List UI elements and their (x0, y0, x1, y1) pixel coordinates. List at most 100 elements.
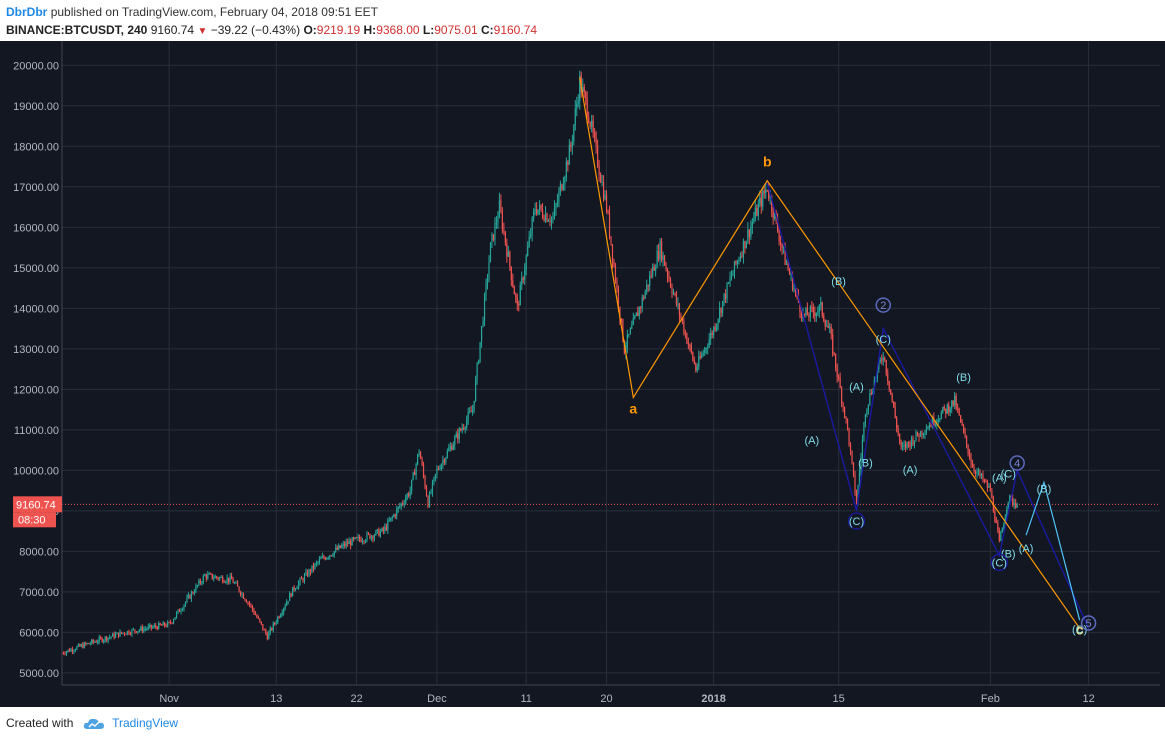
tradingview-link[interactable]: TradingView (112, 716, 179, 730)
candle-body (387, 520, 389, 530)
candle-body (500, 200, 502, 212)
candle-body (724, 293, 727, 299)
candle-body (919, 431, 922, 437)
candle-body (76, 646, 78, 650)
candle-body (891, 393, 893, 402)
symbol-label: BINANCE:BTCUSDT, 240 (6, 23, 148, 37)
wave-label: (C) (876, 334, 891, 346)
candle-body (434, 474, 437, 478)
candle-body (601, 181, 603, 183)
candle-body (442, 460, 444, 465)
candle-body (571, 140, 573, 147)
candle-body (525, 255, 527, 270)
author-name[interactable]: DbrDbr (6, 5, 48, 19)
candle-body (991, 491, 993, 498)
candle-body (68, 649, 71, 652)
candle-body (823, 315, 825, 321)
candle-body (744, 240, 746, 249)
candle-body (735, 261, 737, 264)
wave-label: c (1076, 621, 1084, 637)
candle-body (842, 403, 844, 407)
candle-body (983, 480, 986, 482)
candle-body (378, 529, 380, 537)
candle-body (644, 291, 646, 299)
candle-body (83, 642, 85, 648)
candle-body (414, 472, 416, 476)
candle-body (665, 265, 667, 270)
candle-body (143, 628, 145, 632)
wave-number-circle (875, 297, 892, 313)
candle-body (867, 404, 869, 411)
candle-body (158, 623, 160, 630)
candle-body (242, 593, 245, 599)
candle-body (350, 541, 352, 546)
candle-body (165, 625, 167, 627)
candle-body (663, 255, 666, 266)
candle-body (675, 293, 678, 305)
candle-body (379, 531, 381, 537)
candle-body (547, 221, 550, 223)
countdown-tag-text: 08:30 (18, 514, 46, 526)
candle-body (373, 535, 376, 539)
y-tick-label: 18000.00 (13, 141, 59, 153)
x-tick-label: Feb (981, 693, 1000, 705)
candle-body (141, 626, 143, 632)
candle-body (439, 469, 441, 471)
candle-body (597, 145, 599, 166)
candle-body (872, 391, 874, 395)
candle-body (150, 624, 152, 628)
candle-body (233, 582, 236, 584)
candle-body (790, 273, 792, 275)
candle-body (812, 307, 814, 313)
x-tick-label: 20 (600, 693, 612, 705)
candle-body (460, 428, 462, 431)
price-chart[interactable]: abc(B)(A)(A)(B)(C)(C)(A)(B)(A)(C)(B)(C)(… (0, 41, 1165, 707)
candle-body (86, 643, 88, 645)
time-axis[interactable]: Nov 13 22 Dec 11 20 2018 15 Feb 12 (62, 684, 1160, 705)
candle-body (451, 446, 453, 450)
candle-body (312, 565, 315, 569)
candle-body (306, 571, 309, 576)
candle-body (565, 161, 567, 178)
candle-body (174, 617, 176, 620)
candle-body (632, 318, 634, 326)
footer: Created with TradingView (6, 716, 178, 733)
candle-body (768, 190, 770, 199)
candle-body (843, 406, 846, 418)
candle-body (839, 377, 841, 388)
candle-body (681, 318, 684, 322)
candle-body (229, 575, 231, 582)
candle-body (884, 357, 886, 361)
candle-body (119, 631, 121, 637)
candle-body (463, 428, 465, 430)
candle-body (772, 210, 774, 219)
candle-body (524, 269, 526, 280)
candle-body (568, 144, 570, 165)
candle-body (168, 622, 170, 624)
candle-body (436, 468, 438, 475)
candle-body (942, 406, 944, 413)
candle-body (594, 132, 596, 138)
candle-body (537, 209, 539, 214)
tradingview-cloud-icon[interactable] (83, 717, 105, 733)
candle-body (848, 428, 850, 446)
x-tick-label: 13 (270, 693, 282, 705)
candle-body (912, 438, 914, 445)
candle-body (355, 537, 358, 539)
candle-body (64, 653, 66, 655)
candle-body (440, 464, 442, 470)
candle-body (854, 474, 856, 493)
candle-body (690, 345, 692, 353)
candle-body (604, 194, 606, 200)
candle-body (281, 612, 283, 615)
close-label: C: (480, 23, 494, 37)
candle-body (562, 184, 564, 190)
candle-body (1012, 497, 1014, 505)
candle-body (574, 108, 576, 125)
candle-body (486, 278, 489, 283)
candle-body (217, 577, 219, 580)
candle-body (846, 418, 849, 429)
candle-body (922, 433, 925, 436)
candle-body (294, 588, 297, 590)
candle-body (469, 411, 471, 413)
